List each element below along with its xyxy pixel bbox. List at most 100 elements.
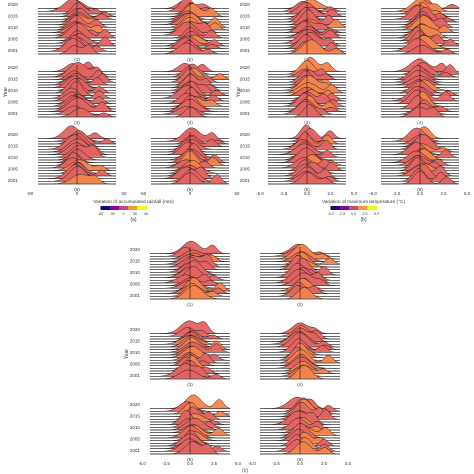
figure-caption: (b)	[360, 217, 366, 223]
panel-4: (5) 2020 2015 2010 2005 2001	[8, 125, 117, 192]
legend-swatch	[367, 206, 377, 210]
panel-label: (6)	[297, 457, 303, 462]
x-tick-label: -50	[27, 191, 34, 196]
y-tick-label: 2001	[240, 111, 251, 116]
y-tick-label: 2010	[240, 88, 251, 93]
panel-label: (5)	[187, 457, 193, 462]
legend-tick-label: 2.5	[363, 212, 368, 216]
y-tick-label: 2010	[8, 155, 19, 160]
figure-block-c: (1) 2020 2015 2010 2005 2001 (2) (3) 2020 2015 201…	[124, 240, 352, 474]
legend-tick-label: 60	[145, 212, 149, 216]
figure-caption: (a)	[130, 217, 136, 223]
y-tick-label: 2015	[8, 14, 19, 19]
legend-swatch	[109, 206, 120, 210]
panel-4: (5) 2020 2015 2010 2005 2001	[240, 124, 347, 192]
x-tick-label: -2.5	[272, 461, 280, 466]
y-axis-label: Year	[236, 87, 242, 97]
y-tick-label: 2015	[130, 339, 141, 344]
panel-3: (4)	[150, 63, 230, 125]
y-tick-label: 2001	[8, 178, 19, 183]
x-tick-label: -5.0	[256, 191, 264, 196]
panel-label: (6)	[187, 187, 193, 192]
panel-label: (5)	[304, 187, 310, 192]
panel-2: (3) 2020 2015 2010 2005 2001 Year	[3, 61, 117, 125]
panel-1: (2)	[380, 0, 460, 62]
y-tick-label: 2020	[240, 2, 251, 7]
legend-swatch	[348, 206, 359, 210]
figure-caption: (c)	[242, 468, 248, 474]
y-tick-label: 2001	[130, 373, 141, 378]
legend-tick-label: -5.0	[327, 212, 333, 216]
y-tick-label: 2020	[130, 247, 141, 252]
y-tick-label: 2015	[8, 144, 19, 149]
panel-label: (4)	[297, 382, 303, 387]
x-tick-label: 0.0	[304, 191, 311, 196]
legend-tick-label: 30	[133, 212, 137, 216]
panel-label: (6)	[417, 187, 423, 192]
panel-1: (2)	[259, 243, 341, 307]
panel-3: (4)	[259, 322, 341, 387]
panel-label: (3)	[74, 120, 80, 125]
y-tick-label: 2010	[240, 25, 251, 30]
x-tick-label: 2.5	[327, 191, 334, 196]
y-tick-label: 2005	[8, 167, 19, 172]
y-tick-label: 2005	[240, 167, 251, 172]
x-tick-label: 2.5	[440, 191, 447, 196]
panel-label: (1)	[74, 57, 80, 62]
y-tick-label: 2001	[130, 448, 141, 453]
y-axis-label: Year	[3, 87, 9, 97]
legend-swatch	[339, 206, 350, 210]
panel-label: (3)	[187, 382, 193, 387]
figure-block-a: (1) 2020 2015 2010 2005 2001 (2) (3) 2020 2015 201…	[3, 0, 240, 223]
legend-swatch	[128, 206, 138, 210]
legend-swatch	[137, 206, 147, 210]
y-tick-label: 2001	[240, 48, 251, 53]
legend-swatch	[100, 206, 111, 210]
legend-swatch	[358, 206, 368, 210]
x-tick-label: 5.0	[464, 191, 471, 196]
y-tick-label: 2020	[130, 327, 141, 332]
x-tick-label: 5.0	[235, 461, 242, 466]
y-axis-label: Year	[124, 349, 130, 359]
y-tick-label: 2010	[240, 155, 251, 160]
y-tick-label: 2005	[8, 100, 19, 105]
panel-4: (5) 2020 2015 2010 2005 2001	[130, 394, 231, 462]
y-tick-label: 2005	[130, 282, 141, 287]
y-tick-label: 2005	[130, 362, 141, 367]
x-tick-label: -50	[140, 191, 147, 196]
y-tick-label: 2015	[240, 144, 251, 149]
y-tick-label: 2005	[240, 100, 251, 105]
x-tick-label: -2.5	[162, 461, 170, 466]
panel-label: (3)	[304, 120, 310, 125]
x-axis-label: Variation of accumulated rainfall (mm)	[93, 199, 174, 205]
x-tick-label: 50	[235, 191, 240, 196]
y-tick-label: 2015	[130, 414, 141, 419]
x-tick-label: -2.5	[393, 191, 401, 196]
panel-5: (6)	[380, 126, 460, 192]
panel-1: (2)	[150, 0, 230, 62]
x-tick-label: 0	[76, 191, 79, 196]
legend-swatch	[330, 206, 341, 210]
y-tick-label: 2015	[8, 77, 19, 82]
panel-5: (6)	[150, 127, 230, 192]
x-tick-label: 0.0	[187, 461, 194, 466]
panel-5: (6)	[259, 396, 341, 462]
y-tick-label: 2020	[130, 402, 141, 407]
legend-tick-label: -30	[109, 212, 114, 216]
panel-label: (1)	[187, 302, 193, 307]
y-tick-label: 2001	[8, 111, 19, 116]
x-tick-label: -5.0	[369, 191, 377, 196]
y-tick-label: 2001	[8, 48, 19, 53]
panel-label: (4)	[187, 120, 193, 125]
legend-tick-label: 0	[123, 212, 125, 216]
x-tick-label: 5.0	[351, 191, 358, 196]
panel-2: (3) 2020 2015 2010 2005 2001 Year	[124, 320, 231, 387]
x-tick-label: 0	[189, 191, 192, 196]
panel-2: (3) 2020 2015 2010 2005 2001 Year	[236, 57, 347, 125]
legend-tick-label: -2.5	[339, 212, 345, 216]
y-tick-label: 2001	[240, 178, 251, 183]
